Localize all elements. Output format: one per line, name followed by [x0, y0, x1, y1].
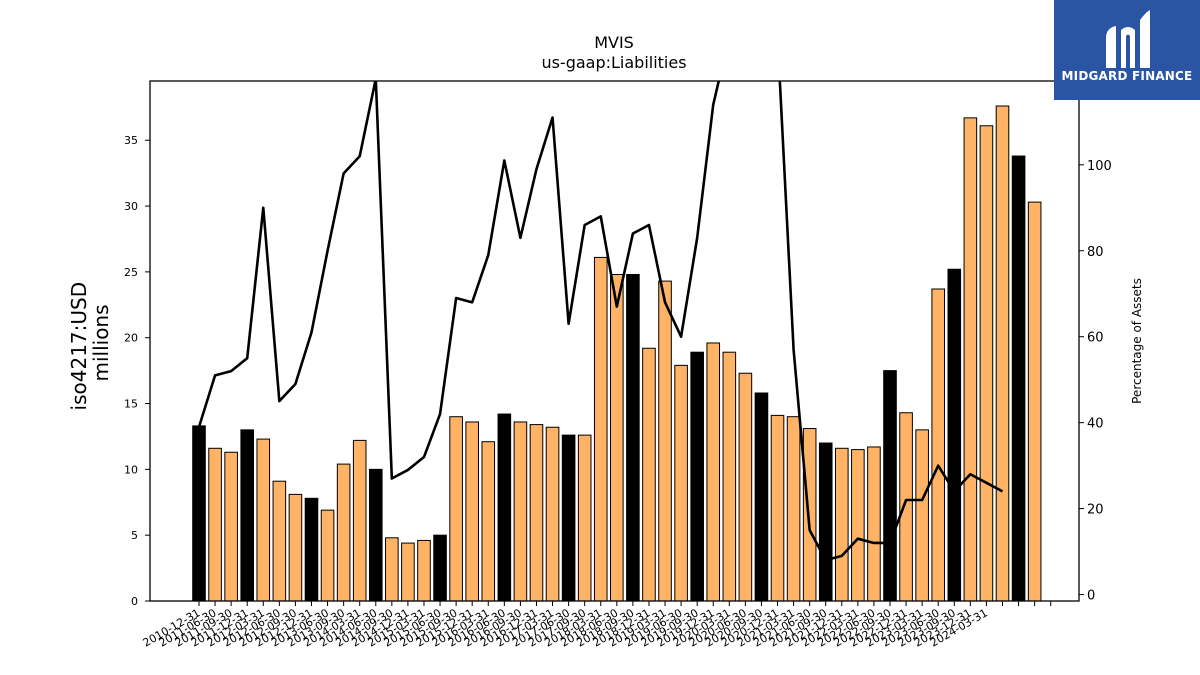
y2-tick-label: 20 — [1087, 503, 1104, 518]
y-tick-label: 30 — [124, 200, 138, 213]
bar-2012-09-30 — [304, 497, 319, 602]
bar-2011-03-31 — [208, 447, 222, 602]
plot-frame — [149, 80, 1080, 602]
bar-2013-12-31 — [385, 537, 399, 602]
bar-2018-03-31 — [658, 280, 672, 602]
y2-axis-label: Percentage of Assets — [1130, 278, 1144, 404]
bar-2021-03-31 — [851, 449, 865, 602]
bar-2022-03-31 — [915, 429, 929, 602]
bar-2023-12-31 — [1027, 201, 1042, 602]
y2-tick-label: 0 — [1087, 589, 1095, 604]
brand-logo: MIDGARD FINANCE — [1054, 0, 1200, 100]
bar-2017-12-31 — [642, 347, 656, 602]
bar-2014-06-30 — [417, 539, 431, 602]
bar-2020-03-31 — [786, 416, 801, 602]
bar-2011-06-30 — [224, 451, 238, 602]
bar-2014-09-30 — [433, 534, 447, 602]
y-axis-label-line-1: iso4217:USD — [67, 282, 91, 411]
bar-2011-12-31 — [256, 438, 271, 602]
y-tick-label: 20 — [124, 332, 138, 345]
bar-2015-03-31 — [465, 421, 479, 602]
mf-monogram-icon — [1106, 10, 1150, 68]
bar-2016-09-30 — [561, 434, 576, 602]
y-tick-label: 10 — [124, 463, 138, 476]
bar-2023-09-30 — [1011, 155, 1026, 602]
bar-2010-12-31 — [192, 425, 206, 602]
y-tick-label: 0 — [131, 595, 138, 608]
bar-2018-12-31 — [706, 342, 721, 602]
y-axis: 0 5 10 15 20 25 30 35 — [124, 134, 150, 608]
bar-2023-06-30 — [995, 105, 1010, 602]
bar-2017-03-31 — [593, 256, 608, 602]
bar-2018-06-30 — [674, 364, 688, 602]
y2-axis: 0 20 40 60 80 100 — [1079, 159, 1112, 604]
line-series-percentage-of-assets — [197, 81, 1004, 562]
bar-2012-06-30 — [288, 493, 303, 602]
bar-2019-06-30 — [738, 372, 753, 602]
bar-2017-09-30 — [626, 274, 640, 602]
x-axis: 2010-12-312011-06-302011-09-302011-12-31… — [141, 601, 1052, 650]
bar-2020-06-30 — [802, 428, 817, 602]
bar-2016-03-31 — [529, 424, 544, 602]
y2-tick-label: 40 — [1087, 417, 1104, 432]
bar-2016-06-30 — [545, 426, 560, 602]
bar-2015-06-30 — [481, 441, 496, 602]
bar-2013-03-31 — [336, 463, 351, 602]
brand-name: MIDGARD FINANCE — [1061, 69, 1193, 83]
bar-2020-09-30 — [818, 442, 833, 602]
bar-2021-06-30 — [867, 446, 881, 602]
bar-2014-12-31 — [449, 416, 463, 602]
y-tick-label: 35 — [124, 134, 138, 147]
y-axis-label: iso4217:USD millions — [67, 276, 113, 411]
bar-2019-09-30 — [754, 392, 769, 602]
bar-2020-12-31 — [835, 447, 849, 602]
y2-tick-label: 100 — [1087, 159, 1112, 174]
bar-2014-03-31 — [401, 542, 415, 602]
bar-2011-09-30 — [240, 429, 255, 602]
bar-2021-12-31 — [899, 412, 913, 602]
bar-2023-03-31 — [979, 125, 994, 602]
bars-layer — [192, 105, 1042, 602]
bar-2022-06-30 — [931, 288, 946, 602]
bar-2013-09-30 — [368, 468, 383, 602]
bar-2018-09-30 — [690, 351, 704, 602]
bar-2022-12-31 — [963, 117, 978, 602]
bar-2012-12-31 — [320, 509, 335, 602]
bar-2019-12-31 — [770, 414, 785, 602]
y2-tick-label: 80 — [1087, 245, 1104, 260]
bar-2022-09-30 — [947, 268, 962, 602]
y-tick-label: 15 — [124, 398, 138, 411]
bar-2016-12-31 — [577, 434, 592, 602]
bar-2019-03-31 — [722, 351, 737, 602]
y-tick-label: 5 — [131, 529, 138, 542]
chart-title: MVIS — [594, 33, 634, 52]
bar-2017-06-30 — [610, 274, 624, 602]
bar-2013-06-30 — [352, 439, 367, 602]
y-tick-label: 25 — [124, 266, 138, 279]
bar-2012-03-31 — [272, 480, 287, 602]
line-layer — [197, 81, 1004, 562]
bar-2015-09-30 — [497, 413, 512, 602]
bar-2021-09-30 — [883, 370, 897, 602]
bar-2015-12-31 — [513, 421, 528, 602]
y2-tick-label: 60 — [1087, 331, 1104, 346]
y-axis-label-line-2: millions — [89, 304, 113, 381]
chart-subtitle: us-gaap:Liabilities — [541, 53, 686, 72]
